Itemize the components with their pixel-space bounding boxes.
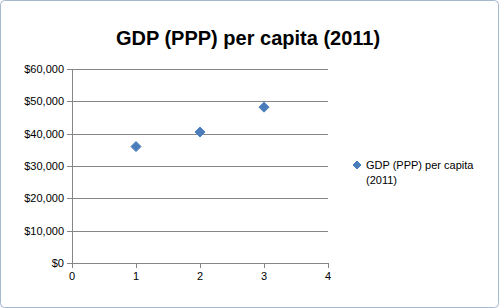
y-tick-label: $0 <box>52 257 64 269</box>
grid-line <box>72 198 328 199</box>
x-tick-label: 3 <box>261 270 267 282</box>
x-tick-label: 0 <box>69 270 75 282</box>
y-tick-label: $20,000 <box>24 192 64 204</box>
x-axis <box>72 263 328 264</box>
chart-root: GDP (PPP) per capita (2011) $0 $10,000 $20,… <box>0 0 499 308</box>
y-tick-label: $40,000 <box>24 128 64 140</box>
y-tick <box>67 231 72 232</box>
legend-line: GDP (PPP) per capita <box>366 159 476 171</box>
legend-line: (2011) <box>366 174 397 186</box>
grid-line <box>72 101 328 102</box>
x-tick-label: 1 <box>133 270 139 282</box>
x-tick-label: 4 <box>325 270 331 282</box>
y-tick <box>67 69 72 70</box>
chart-border <box>1 1 499 308</box>
y-tick-label: $30,000 <box>24 160 64 172</box>
grid-line <box>72 231 328 232</box>
y-axis <box>72 69 73 263</box>
plot-area <box>131 102 269 151</box>
chart: GDP (PPP) per capita (2011) $0 $10,000 $20,… <box>0 0 499 308</box>
y-tick-label: $10,000 <box>24 225 64 237</box>
legend-label: GDP (PPP) per capita (2011) <box>366 159 476 186</box>
y-tick <box>67 101 72 102</box>
x-tick <box>328 263 329 268</box>
grid-line <box>72 69 328 70</box>
grid-line <box>72 166 328 167</box>
y-tick <box>67 166 72 167</box>
legend-marker <box>353 161 361 169</box>
y-tick <box>67 263 72 264</box>
x-tick-label: 2 <box>197 270 203 282</box>
grid-line <box>72 263 328 264</box>
data-point <box>131 142 141 152</box>
y-tick <box>67 134 72 135</box>
y-tick-label: $50,000 <box>24 95 64 107</box>
y-tick <box>67 198 72 199</box>
y-tick-label: $60,000 <box>24 63 64 75</box>
data-point <box>259 102 269 112</box>
data-point <box>195 127 205 137</box>
title: GDP (PPP) per capita (2011) <box>116 27 380 49</box>
